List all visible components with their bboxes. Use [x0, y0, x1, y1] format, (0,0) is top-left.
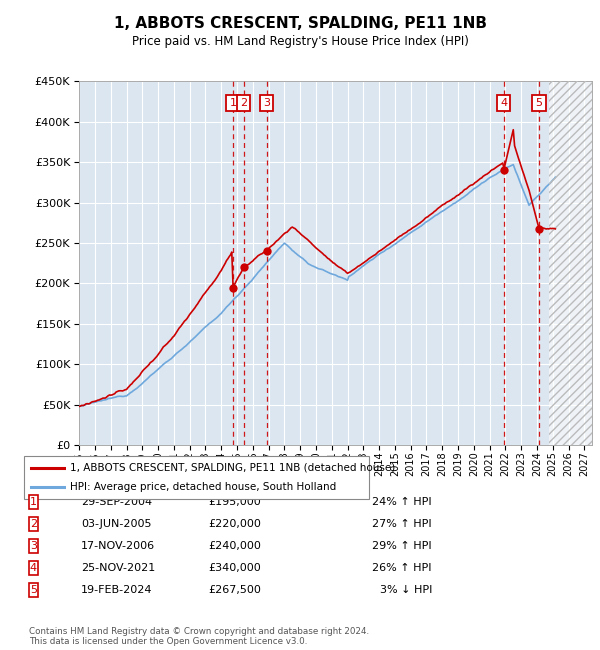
Text: 26% ↑ HPI: 26% ↑ HPI — [373, 563, 432, 573]
Text: This data is licensed under the Open Government Licence v3.0.: This data is licensed under the Open Gov… — [29, 637, 307, 646]
Text: 3: 3 — [30, 541, 37, 551]
Text: 5: 5 — [536, 98, 542, 108]
Text: 29% ↑ HPI: 29% ↑ HPI — [373, 541, 432, 551]
Text: 24% ↑ HPI: 24% ↑ HPI — [373, 497, 432, 507]
Text: 3: 3 — [263, 98, 270, 108]
Text: 3% ↓ HPI: 3% ↓ HPI — [380, 585, 432, 595]
Text: 27% ↑ HPI: 27% ↑ HPI — [373, 519, 432, 529]
Text: Contains HM Land Registry data © Crown copyright and database right 2024.: Contains HM Land Registry data © Crown c… — [29, 627, 369, 636]
Text: 1: 1 — [230, 98, 236, 108]
Text: 5: 5 — [30, 585, 37, 595]
Text: £240,000: £240,000 — [208, 541, 261, 551]
Text: £340,000: £340,000 — [208, 563, 261, 573]
Text: 1, ABBOTS CRESCENT, SPALDING, PE11 1NB (detached house): 1, ABBOTS CRESCENT, SPALDING, PE11 1NB (… — [70, 462, 395, 473]
Text: Price paid vs. HM Land Registry's House Price Index (HPI): Price paid vs. HM Land Registry's House … — [131, 35, 469, 48]
Text: 29-SEP-2004: 29-SEP-2004 — [81, 497, 152, 507]
Text: 2: 2 — [30, 519, 37, 529]
Text: 25-NOV-2021: 25-NOV-2021 — [81, 563, 155, 573]
Text: £267,500: £267,500 — [208, 585, 261, 595]
Text: £195,000: £195,000 — [208, 497, 261, 507]
Text: 1: 1 — [30, 497, 37, 507]
Text: 2: 2 — [240, 98, 247, 108]
Bar — [549, 81, 592, 445]
Text: 1, ABBOTS CRESCENT, SPALDING, PE11 1NB: 1, ABBOTS CRESCENT, SPALDING, PE11 1NB — [113, 16, 487, 31]
Text: HPI: Average price, detached house, South Holland: HPI: Average price, detached house, Sout… — [70, 482, 336, 492]
Text: 03-JUN-2005: 03-JUN-2005 — [81, 519, 151, 529]
Text: £220,000: £220,000 — [208, 519, 261, 529]
Text: 19-FEB-2024: 19-FEB-2024 — [81, 585, 152, 595]
Text: 17-NOV-2006: 17-NOV-2006 — [81, 541, 155, 551]
Bar — [549, 81, 592, 445]
Text: 4: 4 — [30, 563, 37, 573]
Text: 4: 4 — [500, 98, 508, 108]
